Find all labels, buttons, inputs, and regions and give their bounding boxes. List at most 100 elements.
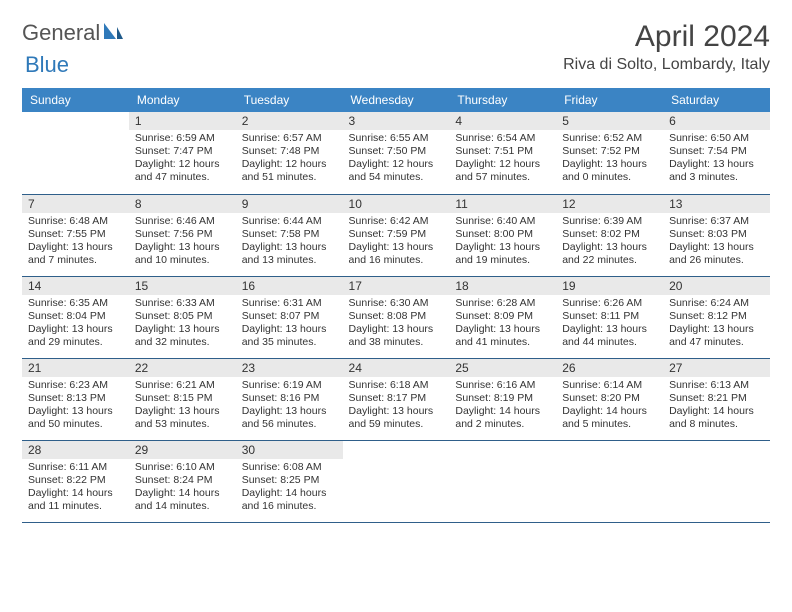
sunset-text: Sunset: 7:54 PM bbox=[669, 145, 764, 158]
day-details: Sunrise: 6:13 AMSunset: 8:21 PMDaylight:… bbox=[663, 377, 770, 436]
calendar-cell: 5Sunrise: 6:52 AMSunset: 7:52 PMDaylight… bbox=[556, 112, 663, 194]
day-details: Sunrise: 6:55 AMSunset: 7:50 PMDaylight:… bbox=[343, 130, 450, 189]
calendar-cell: 12Sunrise: 6:39 AMSunset: 8:02 PMDayligh… bbox=[556, 194, 663, 276]
sunset-text: Sunset: 7:48 PM bbox=[242, 145, 337, 158]
calendar-cell: 14Sunrise: 6:35 AMSunset: 8:04 PMDayligh… bbox=[22, 276, 129, 358]
sunrise-text: Sunrise: 6:33 AM bbox=[135, 297, 230, 310]
day-number: 10 bbox=[343, 195, 450, 213]
day-number: 18 bbox=[449, 277, 556, 295]
sunrise-text: Sunrise: 6:30 AM bbox=[349, 297, 444, 310]
calendar-cell: 2Sunrise: 6:57 AMSunset: 7:48 PMDaylight… bbox=[236, 112, 343, 194]
calendar-cell: 24Sunrise: 6:18 AMSunset: 8:17 PMDayligh… bbox=[343, 358, 450, 440]
calendar-cell: 23Sunrise: 6:19 AMSunset: 8:16 PMDayligh… bbox=[236, 358, 343, 440]
calendar-week: 14Sunrise: 6:35 AMSunset: 8:04 PMDayligh… bbox=[22, 276, 770, 358]
sunset-text: Sunset: 8:25 PM bbox=[242, 474, 337, 487]
daylight-text: Daylight: 13 hours and 41 minutes. bbox=[455, 323, 550, 349]
sunset-text: Sunset: 8:19 PM bbox=[455, 392, 550, 405]
calendar-cell: 7Sunrise: 6:48 AMSunset: 7:55 PMDaylight… bbox=[22, 194, 129, 276]
sunrise-text: Sunrise: 6:13 AM bbox=[669, 379, 764, 392]
day-number: 12 bbox=[556, 195, 663, 213]
day-details: Sunrise: 6:44 AMSunset: 7:58 PMDaylight:… bbox=[236, 213, 343, 272]
sunrise-text: Sunrise: 6:14 AM bbox=[562, 379, 657, 392]
weekday-header: Thursday bbox=[449, 88, 556, 112]
day-details: Sunrise: 6:14 AMSunset: 8:20 PMDaylight:… bbox=[556, 377, 663, 436]
sunset-text: Sunset: 8:20 PM bbox=[562, 392, 657, 405]
sunrise-text: Sunrise: 6:40 AM bbox=[455, 215, 550, 228]
sunset-text: Sunset: 8:15 PM bbox=[135, 392, 230, 405]
day-number: 20 bbox=[663, 277, 770, 295]
day-number: 17 bbox=[343, 277, 450, 295]
day-number: 19 bbox=[556, 277, 663, 295]
sunrise-text: Sunrise: 6:54 AM bbox=[455, 132, 550, 145]
calendar-cell: 17Sunrise: 6:30 AMSunset: 8:08 PMDayligh… bbox=[343, 276, 450, 358]
day-details: Sunrise: 6:08 AMSunset: 8:25 PMDaylight:… bbox=[236, 459, 343, 518]
calendar-cell: 22Sunrise: 6:21 AMSunset: 8:15 PMDayligh… bbox=[129, 358, 236, 440]
day-details: Sunrise: 6:35 AMSunset: 8:04 PMDaylight:… bbox=[22, 295, 129, 354]
daylight-text: Daylight: 14 hours and 8 minutes. bbox=[669, 405, 764, 431]
calendar-cell: 29Sunrise: 6:10 AMSunset: 8:24 PMDayligh… bbox=[129, 440, 236, 522]
day-details: Sunrise: 6:50 AMSunset: 7:54 PMDaylight:… bbox=[663, 130, 770, 189]
day-number bbox=[449, 441, 556, 445]
calendar-body: 1Sunrise: 6:59 AMSunset: 7:47 PMDaylight… bbox=[22, 112, 770, 522]
day-details: Sunrise: 6:21 AMSunset: 8:15 PMDaylight:… bbox=[129, 377, 236, 436]
calendar-cell: 19Sunrise: 6:26 AMSunset: 8:11 PMDayligh… bbox=[556, 276, 663, 358]
day-details: Sunrise: 6:52 AMSunset: 7:52 PMDaylight:… bbox=[556, 130, 663, 189]
calendar-week: 28Sunrise: 6:11 AMSunset: 8:22 PMDayligh… bbox=[22, 440, 770, 522]
calendar-cell: 1Sunrise: 6:59 AMSunset: 7:47 PMDaylight… bbox=[129, 112, 236, 194]
day-number: 9 bbox=[236, 195, 343, 213]
sunset-text: Sunset: 7:47 PM bbox=[135, 145, 230, 158]
calendar-cell: 16Sunrise: 6:31 AMSunset: 8:07 PMDayligh… bbox=[236, 276, 343, 358]
day-details: Sunrise: 6:30 AMSunset: 8:08 PMDaylight:… bbox=[343, 295, 450, 354]
day-details: Sunrise: 6:24 AMSunset: 8:12 PMDaylight:… bbox=[663, 295, 770, 354]
sunset-text: Sunset: 7:59 PM bbox=[349, 228, 444, 241]
calendar-cell: 4Sunrise: 6:54 AMSunset: 7:51 PMDaylight… bbox=[449, 112, 556, 194]
day-number bbox=[343, 441, 450, 445]
sunset-text: Sunset: 8:07 PM bbox=[242, 310, 337, 323]
calendar-cell: 3Sunrise: 6:55 AMSunset: 7:50 PMDaylight… bbox=[343, 112, 450, 194]
location: Riva di Solto, Lombardy, Italy bbox=[563, 56, 770, 74]
sunrise-text: Sunrise: 6:37 AM bbox=[669, 215, 764, 228]
sunset-text: Sunset: 7:56 PM bbox=[135, 228, 230, 241]
day-details: Sunrise: 6:59 AMSunset: 7:47 PMDaylight:… bbox=[129, 130, 236, 189]
day-number bbox=[663, 441, 770, 445]
calendar-cell: 8Sunrise: 6:46 AMSunset: 7:56 PMDaylight… bbox=[129, 194, 236, 276]
day-number: 7 bbox=[22, 195, 129, 213]
sunset-text: Sunset: 8:08 PM bbox=[349, 310, 444, 323]
sunset-text: Sunset: 8:09 PM bbox=[455, 310, 550, 323]
day-number: 30 bbox=[236, 441, 343, 459]
sunrise-text: Sunrise: 6:39 AM bbox=[562, 215, 657, 228]
daylight-text: Daylight: 13 hours and 53 minutes. bbox=[135, 405, 230, 431]
daylight-text: Daylight: 14 hours and 2 minutes. bbox=[455, 405, 550, 431]
daylight-text: Daylight: 12 hours and 51 minutes. bbox=[242, 158, 337, 184]
day-number: 16 bbox=[236, 277, 343, 295]
sunset-text: Sunset: 8:24 PM bbox=[135, 474, 230, 487]
sunrise-text: Sunrise: 6:10 AM bbox=[135, 461, 230, 474]
daylight-text: Daylight: 13 hours and 0 minutes. bbox=[562, 158, 657, 184]
daylight-text: Daylight: 13 hours and 32 minutes. bbox=[135, 323, 230, 349]
sunrise-text: Sunrise: 6:48 AM bbox=[28, 215, 123, 228]
month-title: April 2024 bbox=[563, 20, 770, 54]
calendar-cell: 11Sunrise: 6:40 AMSunset: 8:00 PMDayligh… bbox=[449, 194, 556, 276]
day-number: 5 bbox=[556, 112, 663, 130]
day-number: 24 bbox=[343, 359, 450, 377]
sunrise-text: Sunrise: 6:57 AM bbox=[242, 132, 337, 145]
day-number: 28 bbox=[22, 441, 129, 459]
sunset-text: Sunset: 8:04 PM bbox=[28, 310, 123, 323]
calendar-cell bbox=[343, 440, 450, 522]
weekday-header: Wednesday bbox=[343, 88, 450, 112]
sunset-text: Sunset: 8:05 PM bbox=[135, 310, 230, 323]
sunset-text: Sunset: 8:16 PM bbox=[242, 392, 337, 405]
sunset-text: Sunset: 7:55 PM bbox=[28, 228, 123, 241]
daylight-text: Daylight: 13 hours and 10 minutes. bbox=[135, 241, 230, 267]
day-details: Sunrise: 6:11 AMSunset: 8:22 PMDaylight:… bbox=[22, 459, 129, 518]
daylight-text: Daylight: 13 hours and 16 minutes. bbox=[349, 241, 444, 267]
weekday-header: Tuesday bbox=[236, 88, 343, 112]
sunrise-text: Sunrise: 6:42 AM bbox=[349, 215, 444, 228]
calendar-cell: 9Sunrise: 6:44 AMSunset: 7:58 PMDaylight… bbox=[236, 194, 343, 276]
daylight-text: Daylight: 13 hours and 59 minutes. bbox=[349, 405, 444, 431]
day-number: 3 bbox=[343, 112, 450, 130]
brand-word2: Blue bbox=[25, 52, 69, 78]
calendar-cell: 26Sunrise: 6:14 AMSunset: 8:20 PMDayligh… bbox=[556, 358, 663, 440]
sunset-text: Sunset: 7:52 PM bbox=[562, 145, 657, 158]
sunrise-text: Sunrise: 6:26 AM bbox=[562, 297, 657, 310]
